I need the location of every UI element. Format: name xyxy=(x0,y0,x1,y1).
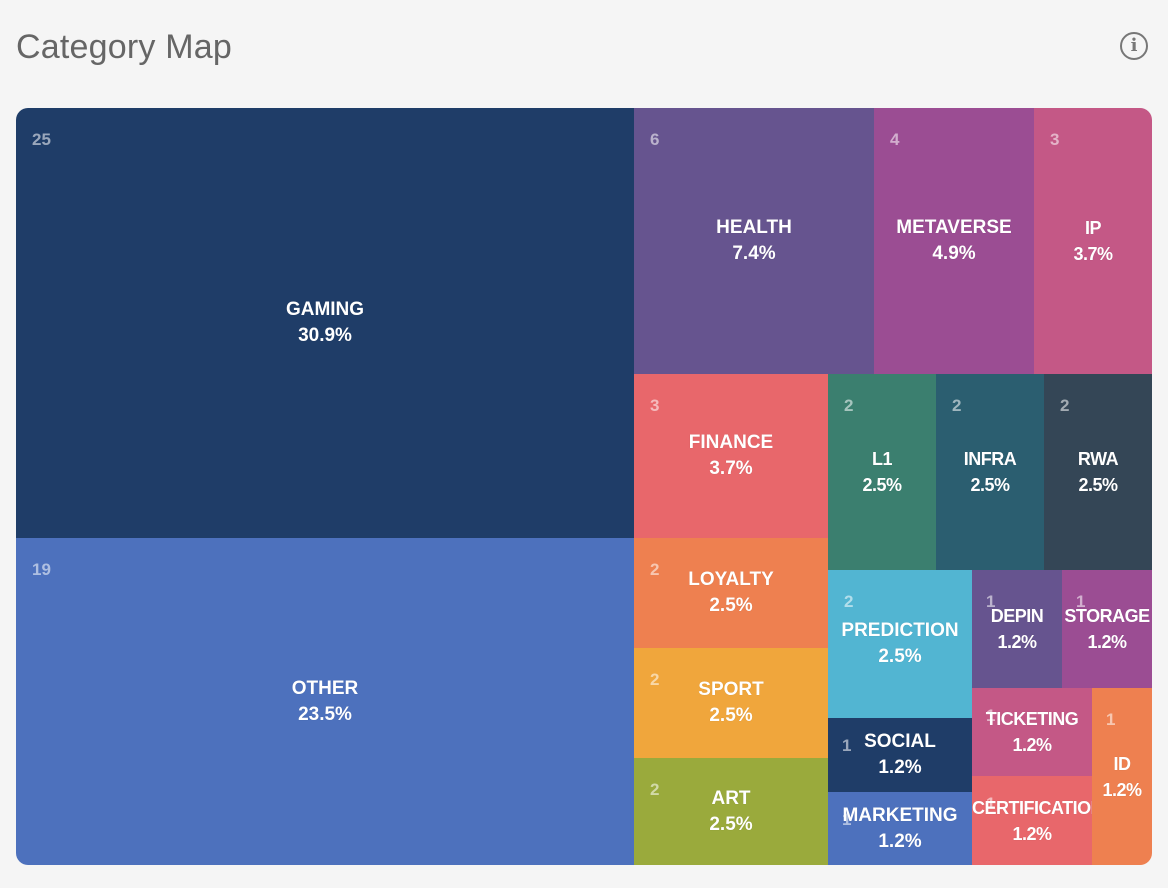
cell-count: 1 xyxy=(1076,592,1086,611)
cell-label: TICKETING xyxy=(985,709,1079,729)
treemap-cell-prediction[interactable]: 2 PREDICTION 2.5% xyxy=(828,570,972,718)
cell-count: 2 xyxy=(650,670,660,689)
cell-percent: 2.5% xyxy=(709,595,753,616)
cell-count: 19 xyxy=(32,560,51,579)
cell-label: MARKETING xyxy=(842,804,958,826)
cell-label: PREDICTION xyxy=(841,620,959,641)
cell-count: 2 xyxy=(952,396,962,415)
cell-percent: 3.7% xyxy=(709,458,753,479)
cell-label: GAMING xyxy=(285,299,365,320)
treemap-cell-certification[interactable]: 1 CERTIFICATION 1.2% xyxy=(972,776,1092,865)
cell-label: LOYALTY xyxy=(688,569,774,590)
info-icon[interactable]: i xyxy=(1120,32,1148,60)
cell-percent: 1.2% xyxy=(1012,823,1052,844)
treemap-cell-health[interactable]: 6 HEALTH 7.4% xyxy=(634,108,874,374)
cell-count: 1 xyxy=(986,592,996,611)
cell-count: 2 xyxy=(650,560,660,579)
cell-count: 3 xyxy=(1050,130,1060,149)
cell-count: 1 xyxy=(1106,710,1116,729)
cell-percent: 2.5% xyxy=(878,646,922,667)
cell-label: INFRA xyxy=(963,449,1017,469)
cell-percent: 2.5% xyxy=(862,475,902,495)
treemap-cell-ip[interactable]: 3 IP 3.7% xyxy=(1034,108,1152,374)
cell-label: CERTIFICATION xyxy=(972,797,1092,818)
cell-percent: 1.2% xyxy=(878,830,922,852)
cell-count: 2 xyxy=(844,592,854,611)
treemap-cell-ticketing[interactable]: 1 TICKETING 1.2% xyxy=(972,688,1092,776)
cell-label: L1 xyxy=(871,449,893,469)
cell-percent: 7.4% xyxy=(732,243,776,264)
treemap-cell-loyalty[interactable]: 2 LOYALTY 2.5% xyxy=(634,538,828,648)
cell-count: 2 xyxy=(844,396,854,415)
cell-label: HEALTH xyxy=(716,217,792,238)
category-treemap: 25 GAMING 30.9% 19 OTHER 23.5% 6 HEALTH 7.4% 4 MET… xyxy=(16,108,1152,865)
cell-count: 1 xyxy=(842,736,852,755)
cell-count: 1 xyxy=(986,794,996,813)
cell-label: RWA xyxy=(1077,449,1119,469)
cell-count: 2 xyxy=(650,780,660,799)
cell-percent: 3.7% xyxy=(1073,244,1113,264)
page-title: Category Map xyxy=(16,28,232,66)
cell-label: SPORT xyxy=(698,679,764,700)
treemap-cell-l1[interactable]: 2 L1 2.5% xyxy=(828,374,936,570)
cell-label: DEPIN xyxy=(990,606,1044,626)
cell-label: SOCIAL xyxy=(864,731,936,752)
cell-percent: 23.5% xyxy=(298,703,352,725)
cell-count: 1 xyxy=(842,810,852,829)
cell-label: METAVERSE xyxy=(896,217,1012,238)
treemap-cell-id[interactable]: 1 ID 1.2% xyxy=(1092,688,1152,865)
cell-count: 3 xyxy=(650,396,660,415)
cell-label: IP xyxy=(1084,218,1102,238)
cell-label: ART xyxy=(711,787,751,809)
cell-count: 25 xyxy=(32,130,51,149)
cell-percent: 2.5% xyxy=(709,705,753,726)
cell-percent: 2.5% xyxy=(709,813,753,835)
treemap-cell-marketing[interactable]: 1 MARKETING 1.2% xyxy=(828,792,972,865)
treemap-cell-metaverse[interactable]: 4 METAVERSE 4.9% xyxy=(874,108,1034,374)
treemap-cell-social[interactable]: 1 SOCIAL 1.2% xyxy=(828,718,972,792)
treemap-cell-sport[interactable]: 2 SPORT 2.5% xyxy=(634,648,828,758)
cell-percent: 2.5% xyxy=(970,475,1010,495)
cell-label: STORAGE xyxy=(1064,606,1150,626)
treemap-cell-art[interactable]: 2 ART 2.5% xyxy=(634,758,828,865)
cell-count: 4 xyxy=(890,130,900,149)
cell-percent: 1.2% xyxy=(1012,735,1052,755)
treemap-cell-storage[interactable]: 1 STORAGE 1.2% xyxy=(1062,570,1152,688)
cell-percent: 1.2% xyxy=(997,632,1037,652)
treemap-cell-rwa[interactable]: 2 RWA 2.5% xyxy=(1044,374,1152,570)
cell-count: 2 xyxy=(1060,396,1070,415)
cell-label: ID xyxy=(1113,753,1132,774)
cell-count: 1 xyxy=(986,706,996,725)
treemap-cell-depin[interactable]: 1 DEPIN 1.2% xyxy=(972,570,1062,688)
treemap-cell-finance[interactable]: 3 FINANCE 3.7% xyxy=(634,374,828,538)
treemap-cell-gaming[interactable]: 25 GAMING 30.9% xyxy=(16,108,634,538)
treemap-cell-infra[interactable]: 2 INFRA 2.5% xyxy=(936,374,1044,570)
cell-count: 6 xyxy=(650,130,660,149)
cell-percent: 2.5% xyxy=(1078,475,1118,495)
cell-percent: 1.2% xyxy=(1102,779,1142,800)
cell-label: FINANCE xyxy=(688,432,774,453)
cell-percent: 4.9% xyxy=(932,243,976,264)
treemap-cell-other[interactable]: 19 OTHER 23.5% xyxy=(16,538,634,865)
cell-percent: 1.2% xyxy=(1087,632,1127,652)
cell-label: OTHER xyxy=(291,677,359,699)
cell-percent: 1.2% xyxy=(878,757,922,778)
cell-percent: 30.9% xyxy=(298,325,352,346)
